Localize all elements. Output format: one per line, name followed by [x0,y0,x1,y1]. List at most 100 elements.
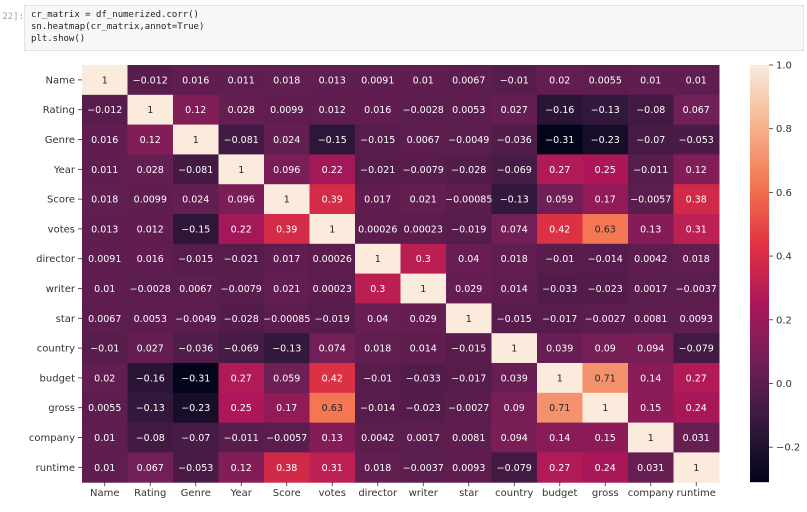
cell-value-label: −0.019 [451,224,486,235]
heatmap-cell [628,452,674,483]
cell-value-label: 0.00026 [313,254,352,265]
heatmap-cell [491,333,538,364]
cell-value-label: 0.01 [686,75,707,86]
x-tick-label: director [358,488,398,499]
cell-value-label: 0.31 [322,463,343,474]
cell-value-label: 0.0093 [680,314,713,325]
heatmap-cell [673,422,720,453]
heatmap-cell [355,214,401,245]
cell-value-label: −0.0037 [676,284,717,295]
cell-value-label: −0.012 [133,75,168,86]
cell-value-label: −0.31 [181,373,210,384]
heatmap-cell [309,422,356,453]
heatmap-cell [309,94,356,126]
heatmap-cell [537,303,583,334]
cell-value-label: 0.0067 [407,135,440,146]
code-line: sn.heatmap(cr_matrix,annot=True) [31,22,205,32]
x-tick-label: Year [230,488,253,499]
cell-value-label: 1 [102,75,108,86]
cell-value-label: 0.22 [322,165,343,176]
heatmap-cell [173,154,219,185]
cell-value-label: −0.13 [136,403,165,414]
heatmap-cell [264,214,310,245]
cell-value-label: 0.0099 [270,105,303,116]
heatmap-cell [264,65,310,96]
heatmap-cell [127,124,174,155]
cell-value-label: 0.094 [501,433,528,444]
heatmap-cell [582,214,629,245]
x-tick-label: budget [542,488,578,499]
cell-value-label: −0.033 [406,373,441,384]
heatmap-cell [173,273,219,304]
cell-value-label: 0.0099 [134,195,167,206]
cell-value-label: 0.3 [416,254,431,265]
y-tick-label: star [56,314,76,325]
heatmap-cell [173,422,219,453]
heatmap-cell [400,452,447,483]
cell-prompt: 22]: [2,12,24,22]
code-cell[interactable]: cr_matrix = df_numerized.corr() sn.heatm… [24,5,804,51]
heatmap-cell [127,154,174,185]
colorbar-tick-label: 0.0 [776,379,792,390]
heatmap-cell [218,124,265,155]
x-tick-label: Genre [181,488,211,499]
cell-value-label: −0.07 [181,433,210,444]
cell-value-label: −0.011 [224,433,259,444]
heatmap-cell [673,303,720,334]
cell-value-label: 0.067 [683,105,710,116]
x-tick-label: runtime [677,488,716,499]
cell-value-label: 0.00026 [358,224,397,235]
heatmap-cell [127,452,174,483]
cell-value-label: 1 [329,224,335,235]
cell-value-label: 0.094 [637,344,664,355]
cell-value-label: −0.08 [636,105,665,116]
cell-value-label: 0.012 [319,105,346,116]
heatmap-cell [446,154,492,185]
heatmap-cell [673,65,720,96]
colorbar-tick-label: −0.2 [776,443,800,454]
cell-value-label: 0.029 [455,284,482,295]
heatmap-cell [491,243,538,275]
cell-value-label: 1 [420,284,426,295]
heatmap-cell [537,243,583,275]
heatmap-cell [309,363,356,394]
cell-value-label: 0.0093 [452,463,485,474]
colorbar [750,65,769,483]
cell-value-label: 0.63 [595,224,616,235]
heatmap-cell [264,124,310,155]
cell-value-label: −0.01 [90,344,119,355]
cell-value-label: 0.024 [182,195,209,206]
heatmap-cell [446,65,492,96]
heatmap-cell [628,422,674,453]
heatmap-cell [400,124,447,155]
cell-value-label: −0.01 [500,75,529,86]
heatmap-cell [400,243,447,275]
code-line: cr_matrix = df_numerized.corr() [31,10,199,20]
heatmap-cell [582,422,629,453]
heatmap-cell [82,65,128,96]
cell-value-label: 0.14 [549,433,570,444]
heatmap-cell [628,65,674,96]
heatmap-cell [355,243,401,275]
heatmap-cell [218,452,265,483]
heatmap-cell [446,94,492,126]
cell-value-label: 1 [511,344,517,355]
cell-value-label: 0.016 [182,75,209,86]
cell-value-label: 0.04 [367,314,388,325]
colorbar-tick-label: 0.4 [776,252,792,263]
heatmap-cell [264,154,310,185]
cell-value-label: −0.021 [224,254,259,265]
cell-value-label: 0.027 [501,105,528,116]
heatmap-cell [127,303,174,334]
heatmap-cell [82,214,128,245]
cell-value-label: −0.079 [679,344,714,355]
heatmap-cell [82,422,128,453]
heatmap-cell [491,273,538,304]
cell-value-label: 0.01 [640,75,661,86]
cell-value-label: −0.014 [360,403,395,414]
cell-value-label: 0.09 [504,403,525,414]
x-tick-label: Score [273,488,301,499]
cell-value-label: 0.074 [319,344,346,355]
heatmap-cell [400,184,447,215]
heatmap-cell [173,184,219,215]
